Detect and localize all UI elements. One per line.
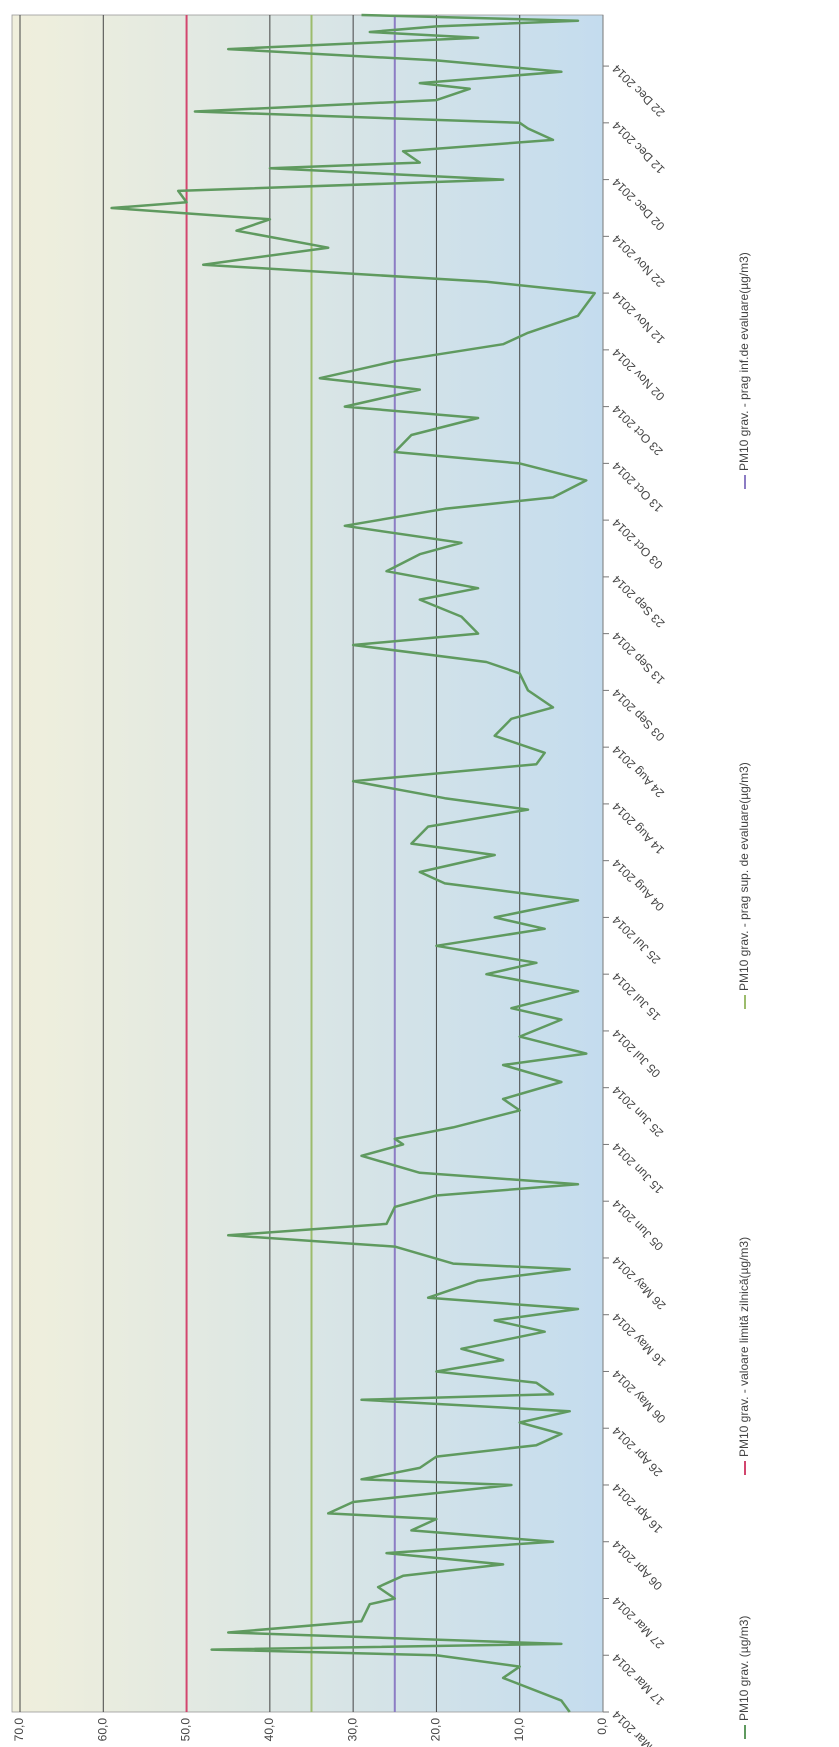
x-tick-label: 22 Dec 2014	[609, 61, 667, 119]
x-tick-label: 23 Oct 2014	[609, 402, 665, 458]
x-tick-label: 06 May 2014	[609, 1367, 668, 1426]
y-tick-label: 50,0	[179, 1718, 193, 1742]
x-tick-label: 24 Aug 2014	[609, 743, 667, 801]
y-tick-label: 60,0	[95, 1718, 109, 1742]
y-tick-label: 40,0	[262, 1718, 276, 1742]
x-tick-label: 25 Jun 2014	[609, 1083, 666, 1140]
x-tick-label: 15 Jul 2014	[609, 970, 663, 1024]
x-tick-label: 02 Nov 2014	[609, 345, 667, 403]
x-tick-label: 03 Sep 2014	[609, 686, 667, 744]
x-tick-label: 05 Jul 2014	[609, 1026, 663, 1080]
x-tick-label: 12 Nov 2014	[609, 289, 667, 347]
x-tick-label: 13 Oct 2014	[609, 459, 665, 515]
legend-label: PM10 grav. - prag inf.de evaluare(µg/m3)	[737, 252, 751, 471]
x-tick-label: 03 Oct 2014	[609, 516, 665, 572]
legend-label: PM10 grav. - prag sup. de evaluare(µg/m3…	[737, 762, 751, 991]
x-tick-label: 04 Aug 2014	[609, 856, 667, 914]
y-tick-label: 0,0	[595, 1718, 609, 1735]
x-tick-label: 02 Dec 2014	[609, 175, 667, 233]
x-tick-label: 22 Nov 2014	[609, 232, 667, 290]
x-tick-label: 16 Apr 2014	[609, 1480, 665, 1536]
y-tick-label: 10,0	[512, 1718, 526, 1742]
x-tick-label: 26 Apr 2014	[609, 1424, 665, 1480]
x-tick-label: 23 Sep 2014	[609, 572, 667, 630]
x-tick-label: 05 Jun 2014	[609, 1197, 666, 1254]
legend-label: PM10 grav. - valoare limită zilnică(µg/m…	[737, 1237, 751, 1457]
x-tick-label: 07 Mar 2014	[609, 1707, 667, 1747]
y-tick-label: 20,0	[429, 1718, 443, 1742]
x-tick-label: 14 Aug 2014	[609, 799, 667, 857]
x-tick-label: 27 Mar 2014	[609, 1594, 667, 1652]
x-tick-label: 17 Mar 2014	[609, 1651, 667, 1709]
x-tick-label: 06 Apr 2014	[609, 1537, 665, 1593]
y-tick-label: 70,0	[12, 1718, 26, 1742]
x-tick-label: 25 Jul 2014	[609, 913, 663, 967]
legend-label: PM10 grav. (µg/m3)	[737, 1616, 751, 1721]
x-tick-label: 16 May 2014	[609, 1310, 668, 1369]
y-tick-label: 30,0	[345, 1718, 359, 1742]
x-tick-label: 13 Sep 2014	[609, 629, 667, 687]
data-line	[110, 13, 596, 1713]
x-tick-label: 15 Jun 2014	[609, 1140, 666, 1197]
plot-background	[11, 14, 604, 1713]
chart-body: 0,0 10,0 20,0 30,0 40,0 50,0 60,0 70,0 07 Mar 20…	[11, 13, 751, 1747]
x-tick-label: 26 May 2014	[609, 1253, 668, 1312]
x-tick-label: 12 Dec 2014	[609, 118, 667, 176]
